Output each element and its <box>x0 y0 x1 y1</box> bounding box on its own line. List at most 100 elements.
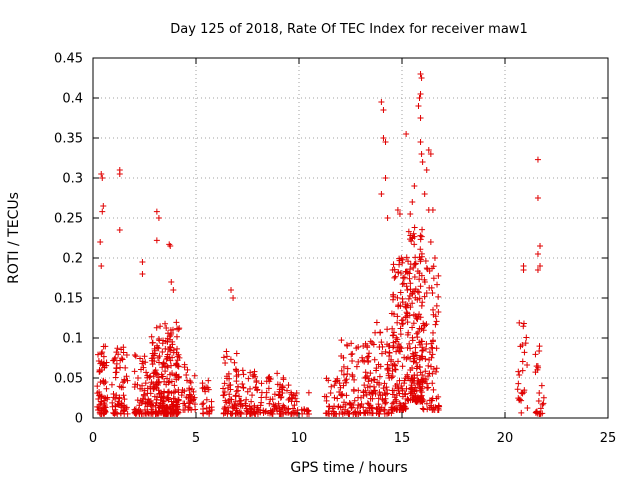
data-point <box>411 241 418 248</box>
data-point <box>430 263 437 270</box>
data-point <box>407 280 414 287</box>
data-point <box>423 265 430 272</box>
data-point <box>359 357 366 364</box>
data-point <box>168 279 175 285</box>
data-point <box>159 364 166 371</box>
data-point <box>170 347 177 354</box>
gridlines <box>93 58 608 418</box>
data-point <box>187 378 194 385</box>
y-tick-label: 0.35 <box>54 132 83 147</box>
data-point <box>368 405 375 412</box>
data-point <box>536 410 543 417</box>
data-point <box>232 392 239 399</box>
data-point <box>220 410 227 417</box>
data-point <box>292 409 299 416</box>
data-point <box>155 215 162 221</box>
data-point <box>384 341 391 348</box>
data-point <box>380 135 387 141</box>
data-point <box>539 410 546 417</box>
data-point <box>150 380 157 387</box>
data-point <box>339 392 346 399</box>
data-point <box>223 399 230 406</box>
data-point <box>208 398 215 405</box>
data-point <box>99 407 106 414</box>
data-point <box>163 356 170 363</box>
data-point <box>414 372 421 379</box>
data-point <box>433 365 440 372</box>
data-point <box>389 391 396 398</box>
data-point <box>417 314 424 321</box>
data-point <box>170 395 177 402</box>
data-point <box>279 383 286 390</box>
data-point <box>191 394 198 401</box>
data-point <box>266 400 273 407</box>
data-point <box>429 290 436 297</box>
data-point <box>430 275 437 282</box>
data-point <box>362 369 369 376</box>
data-point <box>393 348 400 355</box>
data-point <box>427 363 434 370</box>
data-point <box>352 408 359 415</box>
data-point <box>220 385 227 392</box>
data-point <box>96 392 103 399</box>
data-point <box>161 378 168 385</box>
data-point <box>518 397 525 404</box>
data-point <box>165 379 172 386</box>
data-point <box>398 255 405 262</box>
data-point <box>187 392 194 399</box>
data-point <box>392 338 399 345</box>
data-point <box>186 405 193 412</box>
data-point <box>411 224 418 231</box>
data-point <box>397 331 404 338</box>
data-point <box>411 274 418 281</box>
data-point <box>142 380 149 387</box>
data-point <box>410 264 417 271</box>
data-point <box>417 354 424 361</box>
data-point <box>402 313 409 320</box>
data-point <box>373 405 380 412</box>
data-point <box>235 371 242 378</box>
data-point <box>121 407 128 414</box>
data-point <box>401 390 408 397</box>
data-point <box>183 377 190 384</box>
data-point <box>520 320 527 327</box>
data-point <box>416 276 423 283</box>
data-point <box>422 376 429 383</box>
data-point <box>396 377 403 384</box>
data-point <box>384 215 391 221</box>
data-point <box>390 261 397 268</box>
chart-title: Day 125 of 2018, Rate Of TEC Index for r… <box>170 22 527 37</box>
y-tick-label: 0.1 <box>62 332 83 347</box>
data-point <box>226 391 233 398</box>
data-point <box>376 389 383 396</box>
data-point <box>102 343 109 350</box>
data-point <box>99 175 106 181</box>
data-point <box>120 349 127 356</box>
data-point <box>172 362 179 369</box>
data-point <box>222 406 229 413</box>
data-point <box>407 366 414 373</box>
data-point <box>412 260 419 267</box>
data-point <box>427 239 434 245</box>
data-point <box>305 389 312 396</box>
data-point <box>401 274 408 281</box>
data-point <box>336 380 343 387</box>
data-point <box>399 281 406 288</box>
data-point <box>266 373 273 380</box>
data-point <box>154 371 161 378</box>
data-point <box>418 253 425 260</box>
data-point <box>366 375 373 382</box>
data-point <box>154 344 161 351</box>
data-point <box>410 311 417 318</box>
data-point <box>411 392 418 399</box>
x-tick-label: 25 <box>600 431 617 446</box>
data-point <box>164 335 171 342</box>
data-point <box>376 373 383 380</box>
data-point <box>421 293 428 300</box>
data-point <box>288 398 295 405</box>
data-point <box>167 344 174 351</box>
data-point <box>395 358 402 365</box>
data-point <box>338 337 345 344</box>
data-point <box>403 268 410 275</box>
data-point <box>111 410 118 417</box>
